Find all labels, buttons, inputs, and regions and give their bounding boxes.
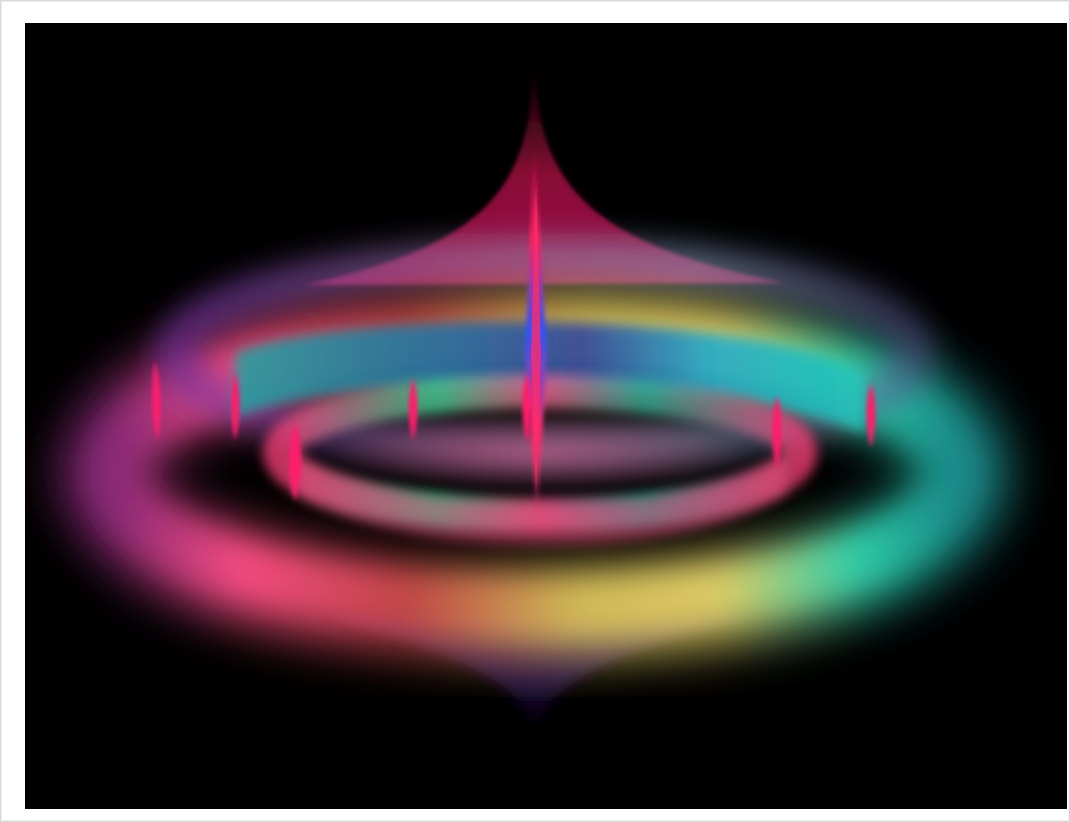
- central-spike-core: [531, 183, 541, 493]
- top-cusp-shape: [305, 63, 785, 285]
- light-sculpture-artwork: [60, 63, 1010, 733]
- magenta-fins: [152, 361, 876, 501]
- pink-front-band: [295, 453, 785, 546]
- abstract-light-sculpture-photo: [25, 23, 1067, 809]
